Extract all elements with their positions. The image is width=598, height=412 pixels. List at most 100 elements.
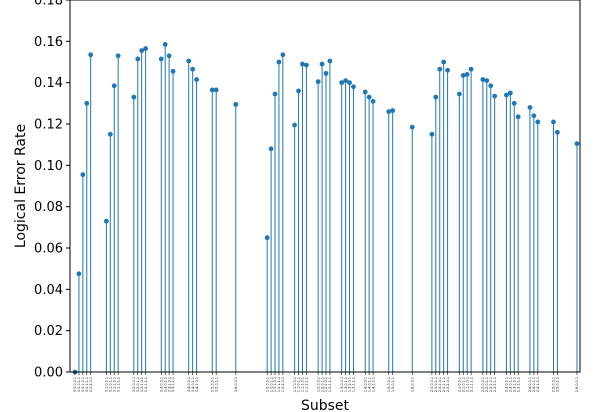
stem-marker [492,93,498,99]
x-tick-label: 2.0.1.0.1 [438,377,442,392]
x-tick-label: 1.4.0.0.1 [363,377,367,392]
x-tick-label: 1.1.1.1.1 [305,377,309,392]
x-tick-label: 2.1.1.1.1 [469,377,473,392]
x-tick-label: 2.2.0.0.1 [481,377,485,392]
stem-marker [390,108,396,113]
x-tick-label: 1.3.0.0.1 [340,377,344,392]
x-tick-label: 0.4.0.1.1 [191,377,195,392]
stem-marker [158,56,164,62]
stem-marker [456,91,462,97]
stem-marker [347,80,352,86]
stem-marker [574,141,580,147]
x-tick-label: 2.0.1.1.1 [442,377,446,392]
stem-marker [190,66,196,72]
y-tick-label: 0.04 [34,283,63,298]
x-tick-label: 0.2.0.0.1 [132,377,136,392]
stem-marker [166,53,172,59]
y-tick-label: 0.08 [34,200,63,215]
x-tick-label: 0.0.1.1.1 [85,377,89,392]
stem-marker [115,53,121,59]
x-tick-label: 1.0.1.1.1 [277,377,281,392]
x-tick-label: 1.2.0.0.1 [316,377,320,392]
stem-marker [103,218,109,224]
x-tick-label: 1.4.1.0.1 [371,377,375,392]
stem-marker [162,42,168,47]
stem-marker [351,84,356,90]
y-tick-label: 0.18 [34,0,63,9]
y-tick-label: 0.00 [34,366,63,381]
stem-marker [139,48,145,54]
stem-marker [535,119,541,125]
x-tick-label: 0.5.0.0.1 [210,377,214,392]
stem-marker [460,73,466,78]
x-tick-label: 2.3.0.0.1 [505,377,509,392]
stem-marker [515,114,521,120]
stem-marker [366,94,372,100]
x-tick-label: 2.3.1.1.1 [516,377,520,392]
x-tick-label: 1.3.0.1.1 [344,377,348,392]
x-tick-label: 1.0.2.0.1 [281,377,285,392]
stem-marker [339,80,345,86]
stem-marker [327,58,333,64]
x-tick-label: 1.3.1.0.1 [348,377,352,392]
stem-marker [268,146,274,152]
x-tick-label: 2.6.0.0.1 [575,377,579,392]
x-tick-label: 1.3.1.1.1 [352,377,356,392]
stem-marker [323,70,329,76]
stem-marker [194,77,199,82]
stem-marker [296,88,301,94]
stem-marker [429,131,435,137]
stem-marker [143,46,148,51]
stem-marker [135,56,141,62]
x-tick-label: 1.2.0.1.1 [320,377,324,392]
y-tick-label: 0.06 [34,242,63,257]
x-tick-label: 2.2.0.1.1 [485,377,489,392]
x-tick-label: 0.3.0.0.1 [159,377,163,392]
stem-marker [386,109,392,114]
stem-marker [209,87,215,93]
x-tick-label: 2.1.0.0.1 [458,377,462,392]
stem-marker [507,90,513,96]
x-tick-label: 2.3.0.1.1 [509,377,513,392]
y-tick-label: 0.16 [34,35,63,50]
stem-marker [480,77,486,82]
x-tick-label: 0.4.0.0.1 [187,377,191,392]
stem-marker [441,59,447,65]
x-tick-label: 2.0.2.0.1 [446,377,450,392]
stem-marker [300,61,305,67]
stem-marker [272,91,278,97]
stem-marker [170,68,176,74]
stem-marker [292,122,298,128]
stem-marker [484,78,490,83]
y-axis-label: Logical Error Rate [13,124,29,248]
stem-marker [511,100,517,106]
stem-marker [433,94,439,100]
x-tick-label: 0.2.1.1.1 [144,377,148,392]
stem-marker [233,101,239,107]
x-tick-label: 1.0.1.0.1 [273,377,277,392]
stem-marker [88,52,94,58]
x-tick-label: 2.2.1.1.1 [493,377,497,392]
x-tick-label: 0.1.1.1.1 [116,377,120,392]
x-tick-label: 0.5.0.1.1 [214,377,218,392]
x-tick-label: 0.0.2.0.1 [89,377,93,392]
stem-marker [464,72,470,77]
x-tick-label: 1.1.0.1.1 [297,377,301,392]
stem-marker [437,66,443,72]
x-tick-label: 1.5.0.0.1 [387,377,391,392]
x-tick-label: 2.4.0.1.1 [532,377,536,392]
x-tick-label: 0.1.0.0.1 [105,377,109,392]
x-tick-label: 2.1.1.0.1 [465,377,469,392]
y-axis-ticks: 0.00 0.02 0.04 0.06 0.08 0.10 0.12 0.14 0.16 0.18 [34,0,70,381]
x-tick-label: 0.0.0.1.1 [77,377,81,392]
x-tick-label: 2.5.0.1.1 [556,377,560,392]
stem-marker [303,62,309,68]
stem-marker [186,58,192,64]
x-tick-label: 2.0.0.0.1 [430,377,434,392]
y-tick-label: 0.02 [34,324,63,339]
x-tick-label: 2.4.0.0.1 [528,377,532,392]
stem-marker [280,52,286,58]
x-tick-label: 2.0.0.1.1 [434,377,438,392]
x-tick-label: 0.6.0.0.1 [234,377,238,392]
x-tick-label: 2.3.1.0.1 [512,377,516,392]
